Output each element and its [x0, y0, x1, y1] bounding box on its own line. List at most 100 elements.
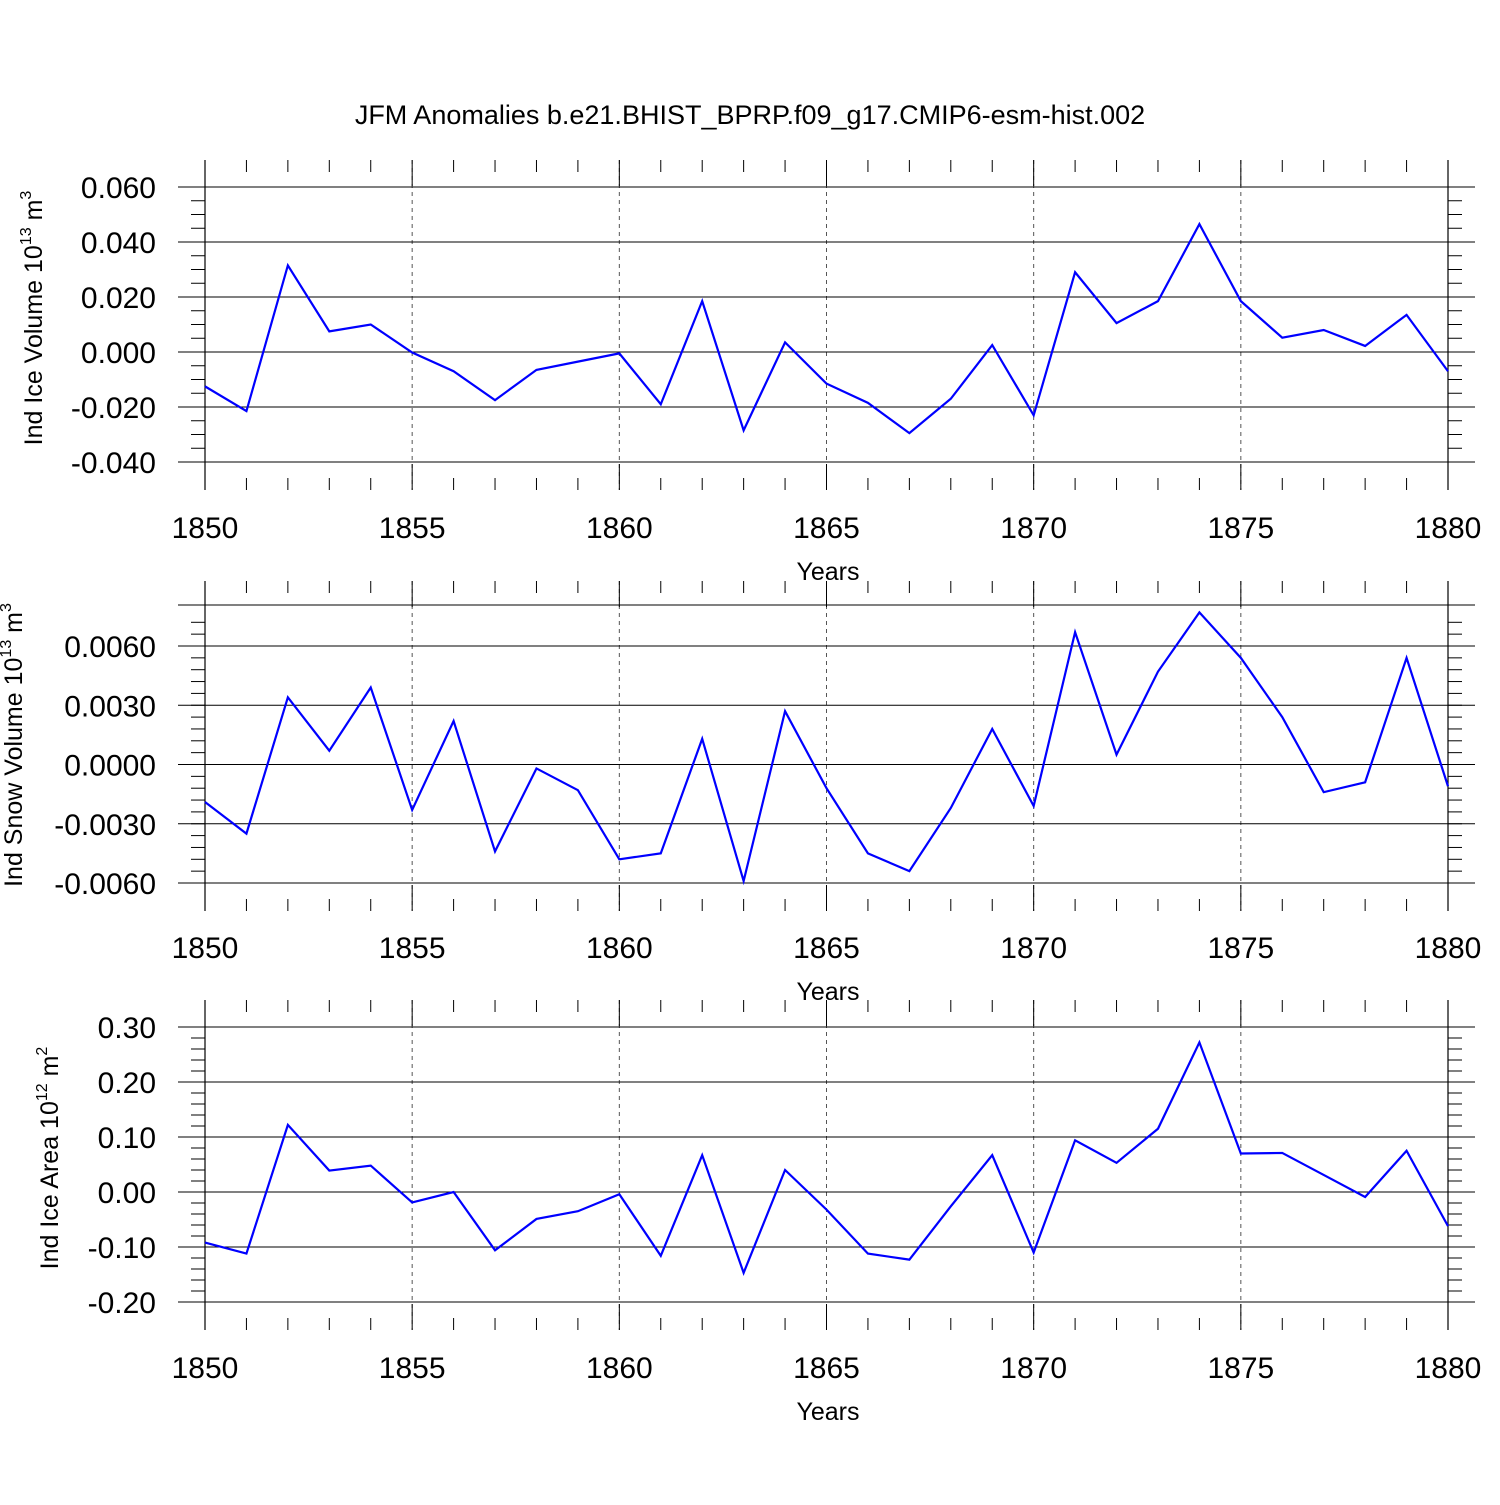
data-point-1866	[867, 1253, 869, 1255]
data-point-1875	[1240, 657, 1242, 659]
x-tick-label: 1865	[793, 1352, 860, 1385]
data-point-1859	[577, 361, 579, 363]
data-point-1879	[1406, 314, 1408, 316]
data-point-1869	[991, 728, 993, 730]
data-point-1855	[411, 352, 413, 354]
data-point-1879	[1406, 657, 1408, 659]
data-point-1858	[535, 767, 537, 769]
data-point-1871	[1074, 631, 1076, 633]
data-point-1878	[1364, 781, 1366, 783]
data-point-1871	[1074, 1139, 1076, 1141]
y-tick-label: -0.20	[88, 1287, 156, 1320]
x-axis-label: Years	[796, 978, 859, 1006]
data-point-1856	[453, 370, 455, 372]
x-tick-label: 1870	[1000, 1352, 1067, 1385]
y-tick-label: -0.0030	[54, 809, 156, 842]
data-point-1873	[1157, 1128, 1159, 1130]
data-point-1869	[991, 344, 993, 346]
y-tick-label: 0.30	[98, 1012, 156, 1045]
panels: -0.040 -0.020 0.000 0.020 0.040 0.060 1850 1855…	[0, 160, 1481, 1426]
x-tick-label: 1875	[1207, 512, 1274, 545]
data-point-1855	[411, 1201, 413, 1203]
panel-3: -0.20 -0.10 0.00 0.10 0.20 0.30 1850 1855 1860 18…	[34, 1000, 1481, 1426]
data-point-1868	[950, 807, 952, 809]
series-line	[204, 1039, 1449, 1276]
data-point-1874	[1198, 611, 1200, 613]
y-tick-label: 0.00	[98, 1177, 156, 1210]
series-line	[204, 610, 1450, 886]
data-point-1863	[743, 1272, 745, 1274]
data-point-1873	[1157, 671, 1159, 673]
data-point-1866	[867, 852, 869, 854]
series-line	[204, 221, 1449, 435]
data-point-1864	[784, 710, 786, 712]
data-point-1870	[1033, 414, 1035, 416]
x-tick-label: 1850	[172, 932, 239, 965]
x-tick-label: 1855	[379, 932, 446, 965]
x-tick-label: 1860	[586, 932, 653, 965]
x-tick-label: 1860	[586, 1352, 653, 1385]
panel-2: -0.0060 -0.0030 0.0000 0.0030 0.0060 1850 1855…	[0, 581, 1481, 1006]
data-point-1874	[1198, 1041, 1200, 1043]
data-point-1866	[867, 402, 869, 404]
panel-1: -0.040 -0.020 0.000 0.020 0.040 0.060 1850 1855…	[18, 160, 1481, 586]
x-tick-label: 1870	[1000, 932, 1067, 965]
x-tick-label: 1880	[1415, 932, 1482, 965]
data-point-1872	[1116, 754, 1118, 756]
x-tick-label: 1860	[586, 512, 653, 545]
data-point-1851	[245, 410, 247, 412]
x-axis-label: Years	[796, 1398, 859, 1426]
y-tick-label: -0.040	[71, 447, 156, 480]
data-point-1877	[1323, 1174, 1325, 1176]
data-point-1865	[826, 383, 828, 385]
y-tick-label: 0.060	[81, 172, 156, 205]
y-axis-label: Ind Ice Area 1012 m2	[34, 1047, 64, 1270]
y-tick-label: 0.10	[98, 1122, 156, 1155]
x-tick-label: 1850	[172, 1352, 239, 1385]
x-tick-label: 1855	[379, 512, 446, 545]
data-point-1861	[660, 403, 662, 405]
figure-title: JFM Anomalies b.e21.BHIST_BPRP.f09_g17.C…	[355, 100, 1145, 130]
data-point-1850	[204, 385, 206, 387]
data-point-1862	[701, 300, 703, 302]
data-point-1880	[1447, 785, 1449, 787]
data-point-1851	[245, 1253, 247, 1255]
data-point-1865	[826, 787, 828, 789]
data-point-1871	[1074, 271, 1076, 273]
x-tick-label: 1870	[1000, 512, 1067, 545]
x-tick-label: 1875	[1207, 932, 1274, 965]
data-point-1862	[701, 1154, 703, 1156]
data-point-1868	[950, 398, 952, 400]
data-point-1861	[660, 852, 662, 854]
data-point-1856	[453, 1191, 455, 1193]
data-point-1860	[618, 1193, 620, 1195]
y-tick-label: 0.020	[81, 282, 156, 315]
y-tick-label: 0.0030	[64, 690, 156, 723]
data-point-1857	[494, 850, 496, 852]
data-point-1854	[370, 1165, 372, 1167]
data-point-1864	[784, 1169, 786, 1171]
data-point-1858	[535, 1218, 537, 1220]
data-point-1865	[826, 1209, 828, 1211]
data-point-1850	[204, 1242, 206, 1244]
data-point-1867	[908, 1259, 910, 1261]
x-tick-label: 1875	[1207, 1352, 1274, 1385]
y-tick-label: 0.000	[81, 337, 156, 370]
data-point-1857	[494, 1249, 496, 1251]
data-point-1879	[1406, 1150, 1408, 1152]
data-point-1860	[618, 352, 620, 354]
data-point-1870	[1033, 1252, 1035, 1254]
data-point-1854	[370, 324, 372, 326]
data-point-1861	[660, 1255, 662, 1257]
data-point-1878	[1364, 345, 1366, 347]
data-point-1868	[950, 1205, 952, 1207]
data-point-1880	[1447, 370, 1449, 372]
data-point-1876	[1281, 337, 1283, 339]
data-point-1856	[453, 720, 455, 722]
data-point-1852	[287, 1124, 289, 1126]
data-point-1852	[287, 696, 289, 698]
y-tick-label: -0.0060	[54, 868, 156, 901]
y-tick-label: 0.040	[81, 227, 156, 260]
data-point-1872	[1116, 322, 1118, 324]
y-tick-label: 0.0060	[64, 631, 156, 664]
